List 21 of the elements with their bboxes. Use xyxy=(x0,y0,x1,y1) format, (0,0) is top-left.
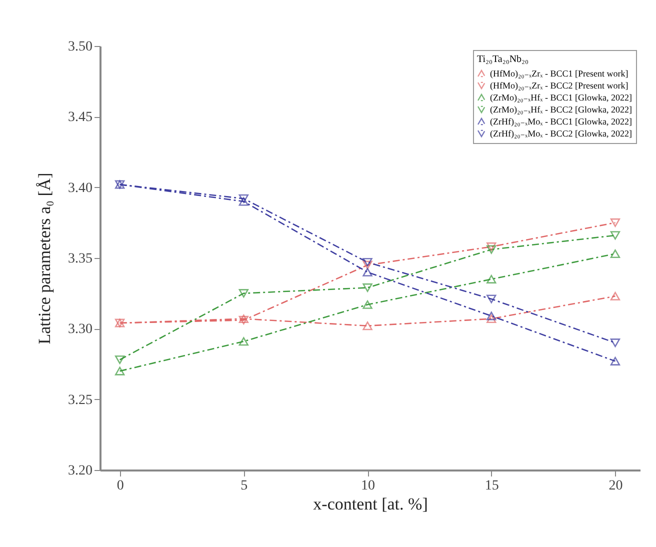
legend-label: (HfMo)₂₀₋ₓZrₓ - BCC2 [Present work] xyxy=(490,80,628,90)
x-tick-label: 5 xyxy=(240,478,248,494)
y-tick-label: 3.25 xyxy=(68,392,92,408)
legend-label: (ZrMo)₂₀₋ₓHfₓ - BCC2 [Glowka, 2022] xyxy=(490,104,632,114)
y-tick-label: 3.40 xyxy=(68,180,92,196)
x-tick-label: 0 xyxy=(116,478,124,494)
y-tick-label: 3.45 xyxy=(68,110,92,126)
y-tick-label: 3.50 xyxy=(68,40,92,54)
y-tick-label: 3.30 xyxy=(68,322,92,338)
legend-title: Ti₂₀Ta₂₀Nb₂₀ xyxy=(477,54,530,65)
legend-label: (HfMo)₂₀₋ₓZrₓ - BCC1 [Present work] xyxy=(490,68,628,78)
x-tick-label: 15 xyxy=(484,478,499,494)
x-tick-label: 20 xyxy=(608,478,623,494)
y-tick-label: 3.35 xyxy=(68,252,92,266)
legend-label: (ZrHf)₂₀₋ₓMoₓ - BCC2 [Glowka, 2022] xyxy=(490,128,632,138)
legend-label: (ZrMo)₂₀₋ₓHfₓ - BCC1 [Glowka, 2022] xyxy=(490,92,632,102)
y-axis-title: Lattice parameters a₀ [Å] xyxy=(35,172,54,344)
x-tick-label: 10 xyxy=(361,478,376,494)
legend-label: (ZrHf)₂₀₋ₓMoₓ - BCC1 [Glowka, 2022] xyxy=(490,116,632,126)
y-tick-label: 3.20 xyxy=(68,464,92,478)
x-axis-title: x-content [at. %] xyxy=(313,494,428,514)
